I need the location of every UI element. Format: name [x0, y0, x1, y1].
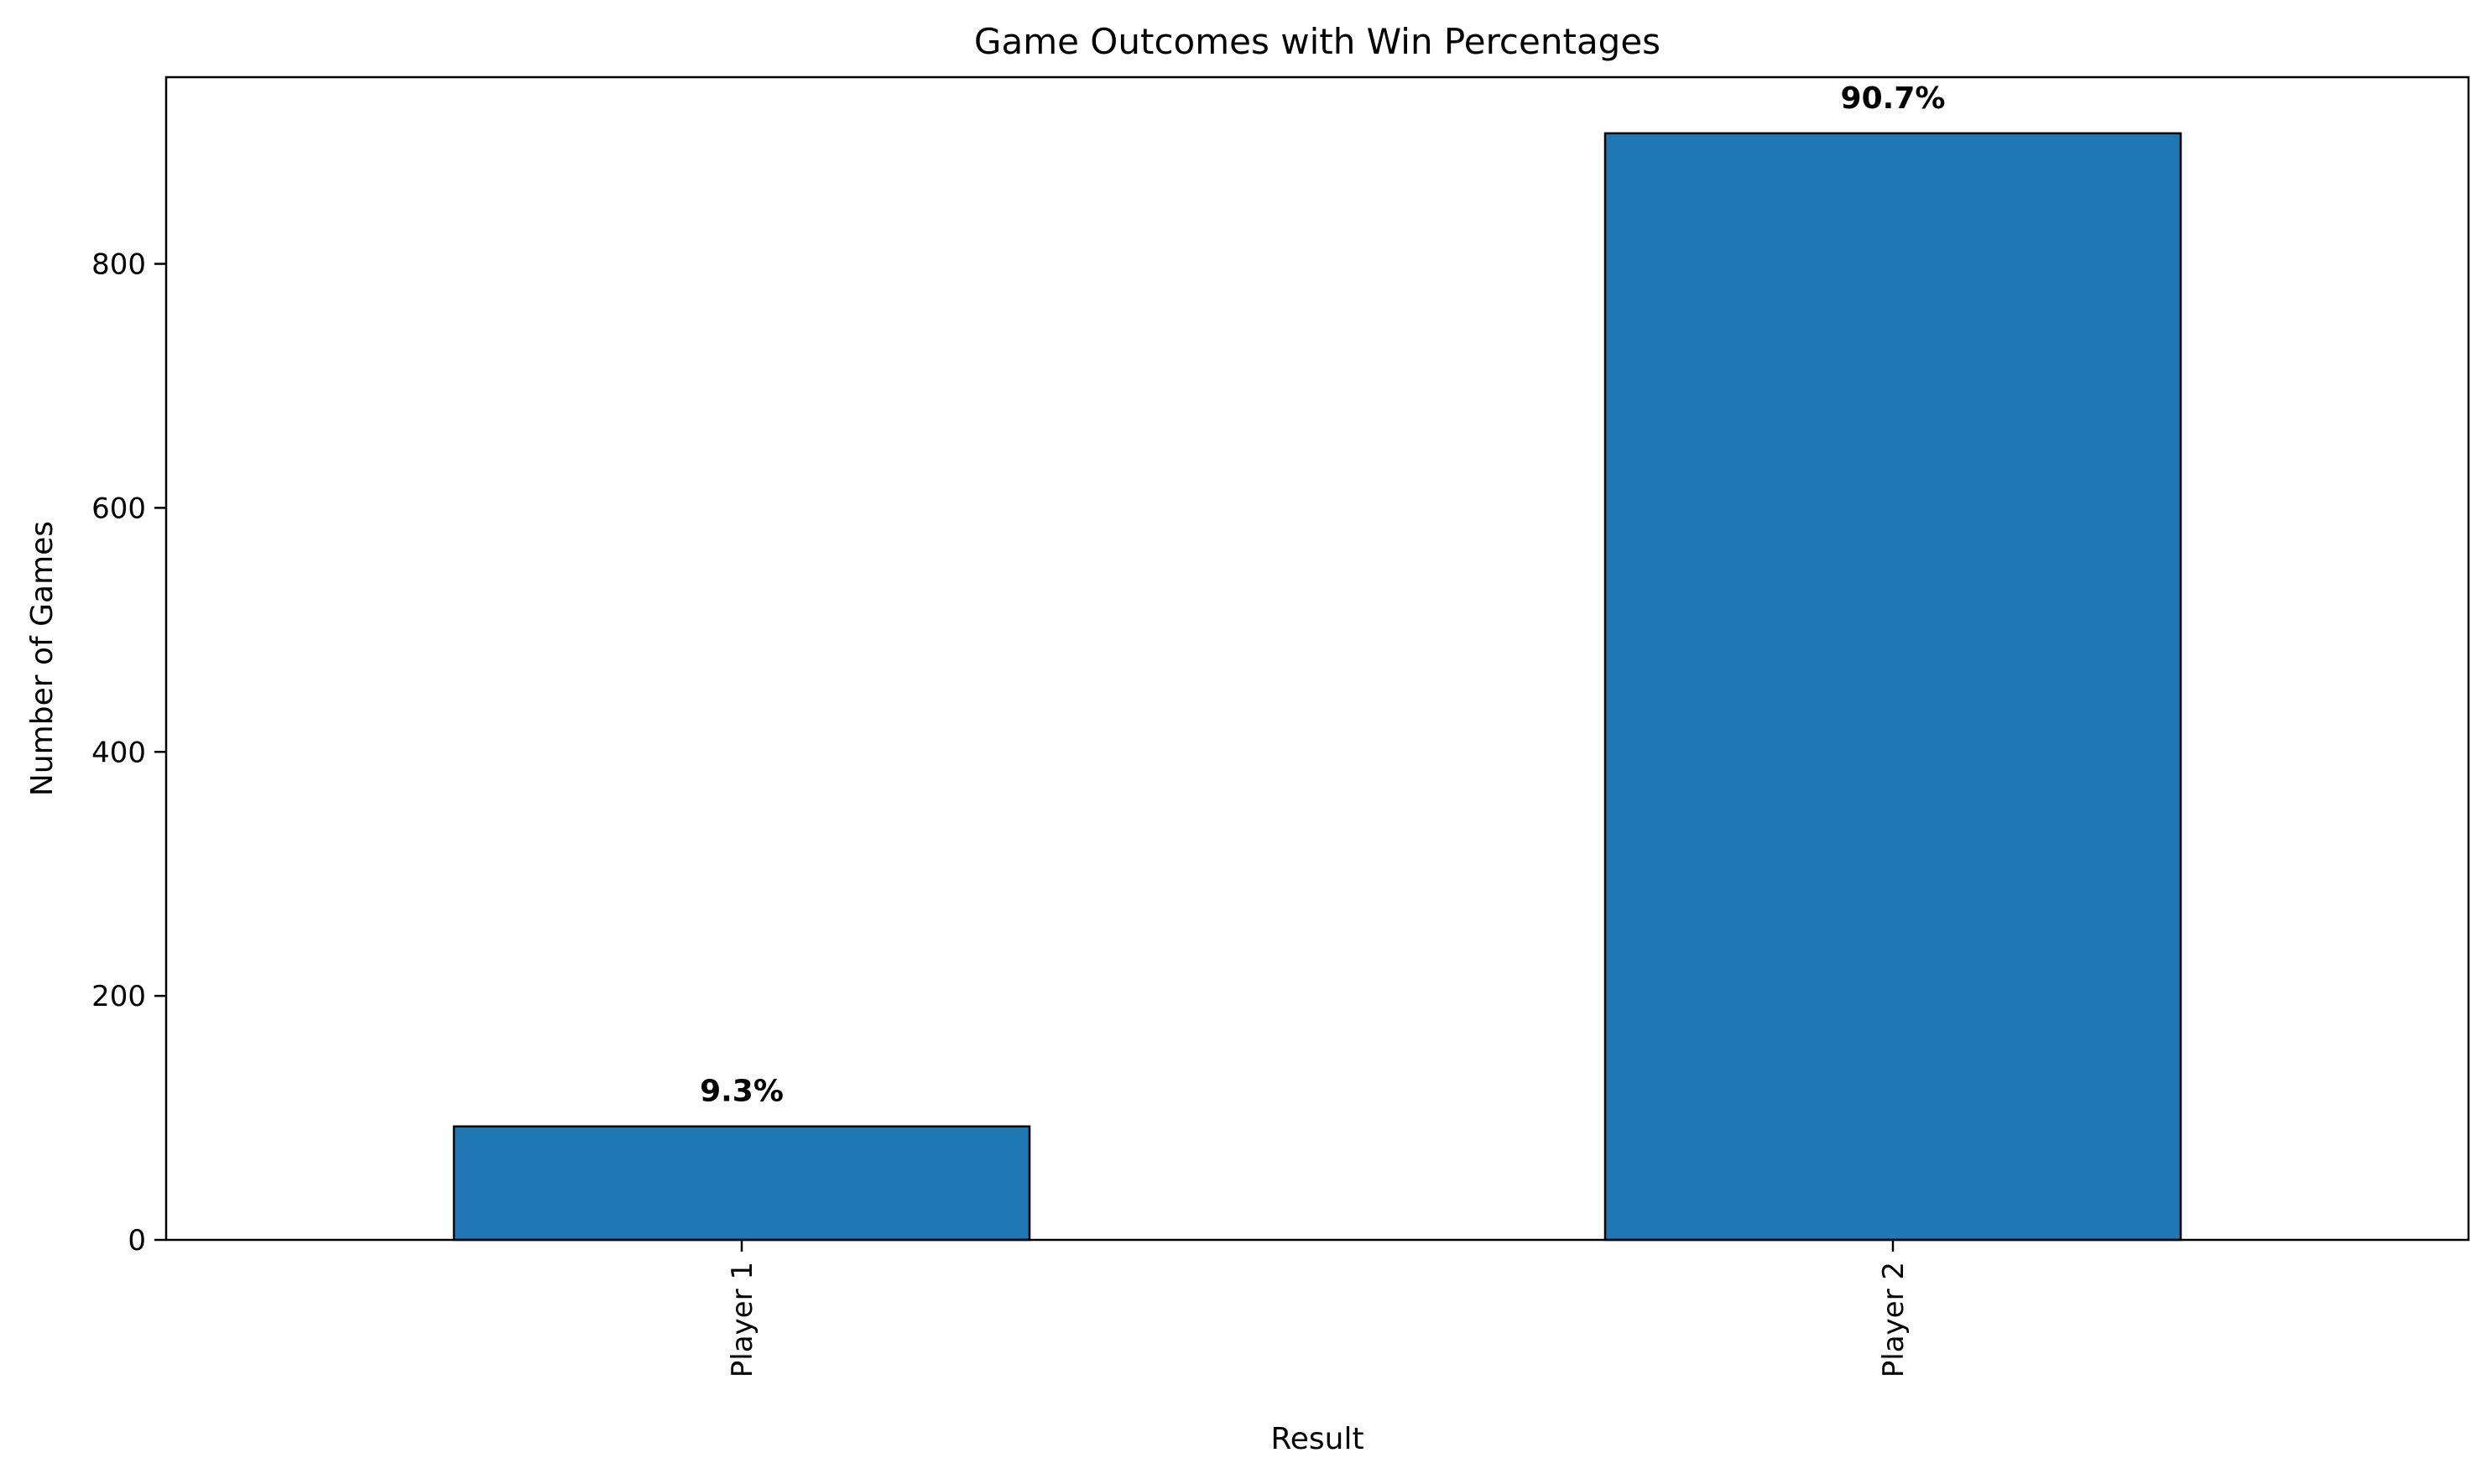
y-tick-label: 200	[91, 980, 146, 1013]
y-axis-ticks: 0 200 400 600 800	[91, 248, 166, 1257]
chart-title: Game Outcomes with Win Percentages	[974, 21, 1660, 62]
x-tick-label: Player 1	[726, 1262, 759, 1377]
bar-player-2	[1603, 132, 2182, 1242]
plot-area-frame	[164, 76, 2470, 1242]
y-axis-label: Number of Games	[25, 521, 60, 796]
bars-group	[452, 132, 2182, 1242]
data-labels-group: 9.3% 90.7%	[700, 81, 1945, 1109]
data-label: 9.3%	[700, 1075, 784, 1109]
y-tick-label: 400	[91, 736, 146, 769]
x-axis-label: Result	[1270, 1422, 1363, 1456]
bar-player-1	[452, 1125, 1031, 1242]
data-label: 90.7%	[1841, 81, 1946, 116]
x-tick-label: Player 2	[1877, 1262, 1911, 1377]
y-tick-label: 0	[128, 1224, 146, 1257]
y-tick-label: 600	[91, 492, 146, 525]
x-axis-ticks: Player 1 Player 2	[726, 1240, 1911, 1377]
y-tick-label: 800	[91, 248, 146, 282]
